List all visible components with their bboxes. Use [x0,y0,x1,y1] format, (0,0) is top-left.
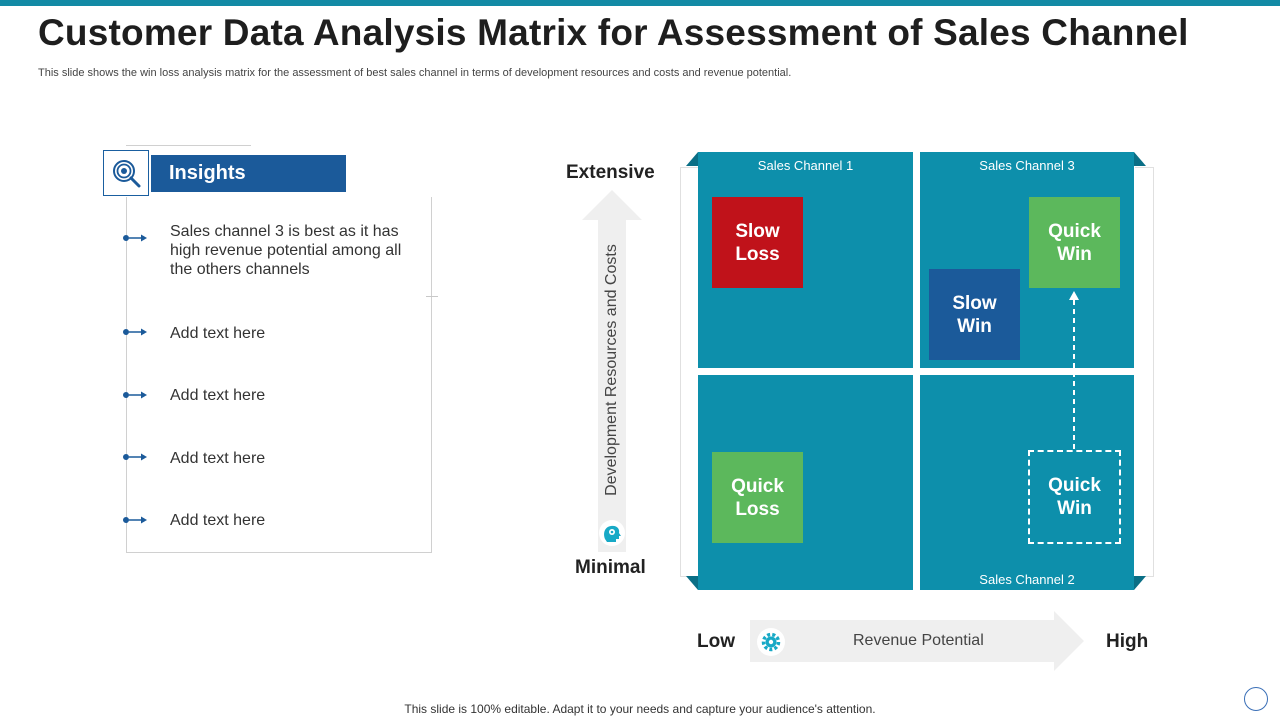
x-axis-arrow [750,611,1084,671]
insight-item-2: Add text here [170,325,266,342]
y-axis-bottom-label: Minimal [575,557,646,578]
insight-item-1: Sales channel 3 is best as it has high r… [170,223,402,278]
bullet-arrow-icon [123,328,147,336]
corner-tab-bottom-right [1134,576,1146,590]
channel-label-2: Sales Channel 2 [979,572,1075,587]
corner-tab-top-right [1134,152,1146,166]
page-subtitle: This slide shows the win loss analysis m… [38,67,792,79]
quadrant-bottom-right [920,375,1134,590]
insights-panel-frame [126,197,432,553]
x-axis-label: Revenue Potential [853,632,984,649]
matrix-frame-left [680,167,681,577]
insights-heading: Insights [151,155,346,192]
corner-tab-bottom-left [686,576,698,590]
bullet-arrow-icon [123,234,147,242]
bullet-arrow-icon [123,391,147,399]
y-axis-arrow [582,190,642,552]
bullet-arrow-icon [123,453,147,461]
slow-win-box: Slow Win [929,269,1020,360]
insight-item-4: Add text here [170,450,266,467]
nav-circle-button[interactable] [1244,687,1268,711]
matrix-frame-top-right [1135,167,1153,168]
y-axis-top-label: Extensive [566,162,655,183]
matrix-frame-right [1153,167,1154,577]
y-axis-label: Development Resources and Costs [603,244,620,496]
gear-icon [757,628,785,656]
page-title: Customer Data Analysis Matrix for Assess… [38,12,1189,53]
bullet-arrow-icon [123,516,147,524]
channel-label-1: Sales Channel 1 [757,158,854,173]
head-gear-icon [599,520,625,546]
x-axis-right-label: High [1106,631,1149,652]
dashed-up-arrow [1069,291,1079,450]
insight-item-3: Add text here [170,387,266,404]
matrix-frame-top-left [680,167,698,168]
slow-loss-box: Slow Loss [712,197,803,288]
quick-loss-box: Quick Loss [712,452,803,543]
target-search-icon [103,150,149,196]
panel-top-line [126,145,251,146]
quick-win-box-top: Quick Win [1029,197,1120,288]
channel-label-3: Sales Channel 3 [979,158,1075,173]
footer-note: This slide is 100% editable. Adapt it to… [404,702,876,716]
insight-item-5: Add text here [170,512,266,529]
x-axis-left-label: Low [697,631,735,652]
corner-tab-top-left [686,152,698,166]
top-accent-bar [0,0,1280,6]
quick-win-box-bottom: Quick Win [1028,450,1121,544]
panel-right-cap [426,296,438,297]
